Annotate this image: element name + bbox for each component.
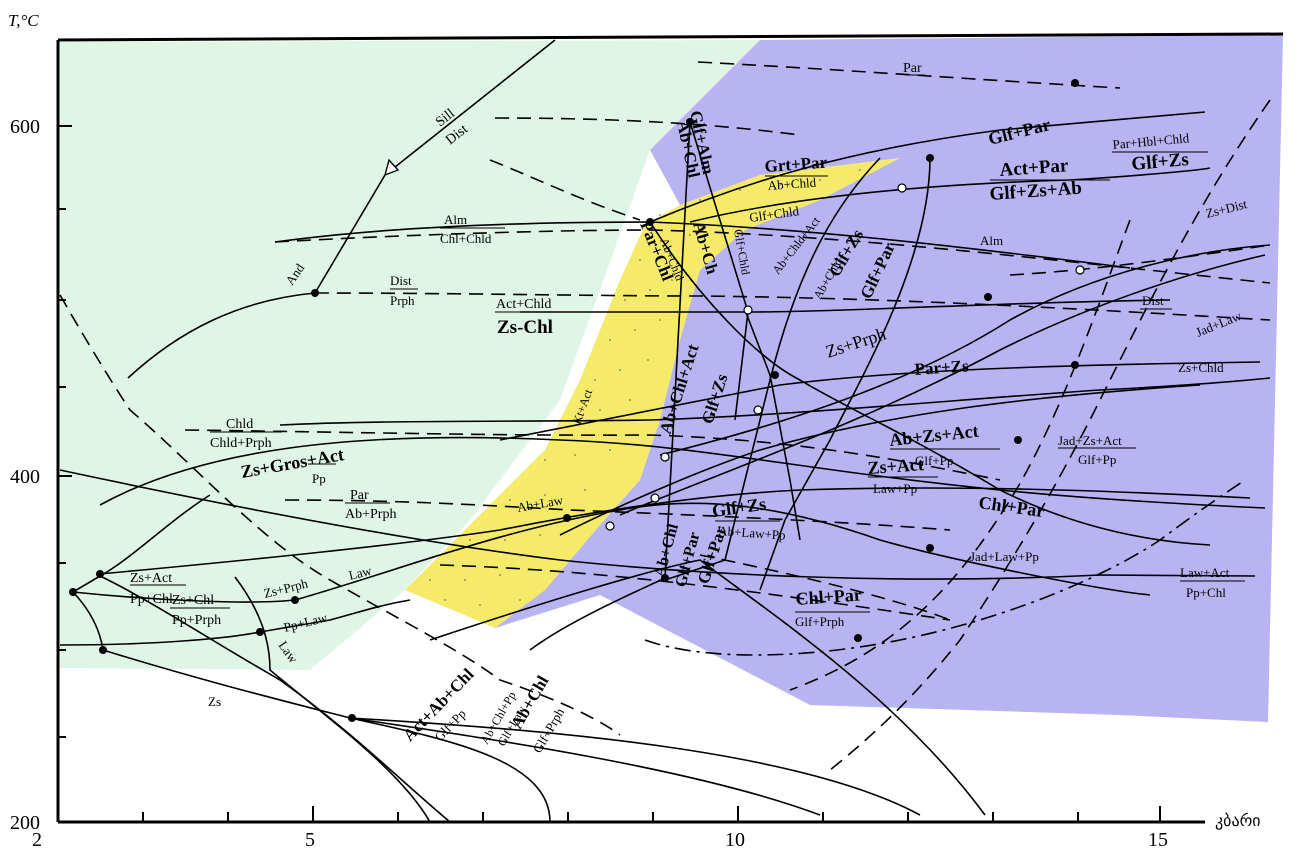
label-chl-par-2: Chl+Par	[795, 584, 862, 609]
label-jad-zs-act: Jad+Zs+Act	[1058, 433, 1122, 448]
stipple	[429, 169, 861, 606]
label-zs-chld: Zs+Chld	[1178, 360, 1224, 375]
label-chl-chld: Chl+Chld	[440, 231, 492, 246]
purple-field	[495, 35, 1283, 722]
label-zs-chl-2: Zs+Chl	[172, 593, 214, 608]
label-glf-pp-1: Glf+Pp	[915, 453, 953, 468]
x-axis-label: კბარი	[1215, 812, 1261, 830]
label-ab-chld: Ab+Chld	[767, 175, 817, 193]
label-ab-law-pp: Ab+Law+Pp	[718, 523, 786, 543]
label-chld-prph: Chld+Prph	[210, 436, 272, 451]
label-zs: Zs	[208, 694, 221, 709]
label-dist-2: Dist	[390, 273, 412, 288]
label-pp-prph: Pp+Prph	[172, 613, 221, 628]
label-jad-law-pp: Jad+Law+Pp	[970, 549, 1039, 564]
x-tick-5: 5	[305, 829, 315, 851]
yellow-field	[405, 158, 900, 628]
invariant-points	[69, 79, 1085, 722]
green-field	[60, 40, 760, 670]
label-zs-act-1: Zs+Act	[867, 454, 925, 478]
label-ab-prph: Ab+Prph	[345, 507, 396, 522]
top-border	[57, 32, 1284, 42]
label-alm-1: Alm	[444, 212, 467, 227]
x-tick-2: 2	[32, 829, 42, 851]
label-law-1: Law	[347, 563, 374, 583]
label-law-pp: Law+Pp	[873, 481, 917, 496]
label-glf-zs-1: Glf+Zs	[1131, 149, 1190, 175]
label-pp-chl-1: Pp+Chl	[130, 592, 173, 607]
label-glf-pp-2: Glf+Pp	[1078, 452, 1116, 467]
dashed-curves	[59, 61, 1271, 771]
label-prph: Prph	[390, 293, 415, 308]
stability-fields	[60, 35, 1283, 722]
label-zs-act-2: Zs+Act	[130, 571, 172, 586]
label-par-hbl-chld: Par+Hbl+Chld	[1112, 130, 1190, 152]
arrow-marker	[383, 158, 400, 177]
label-dist-3: Dist	[1142, 293, 1164, 308]
label-act-chld: Act+Chld	[496, 297, 551, 312]
label-law-act: Law+Act	[1180, 565, 1230, 580]
label-glf-chld: Glf+Chld	[748, 203, 800, 225]
label-zs-chl: Zs-Chl	[497, 317, 553, 338]
fraction-bars	[130, 74, 1245, 613]
label-glf-prph-2: Glf+Prph	[530, 705, 568, 756]
label-act-par: Act+Par	[999, 155, 1070, 181]
label-pp-chl-2: Pp+Chl	[1186, 585, 1226, 600]
label-pp-1: Pp	[312, 471, 326, 486]
x-tick-15: 15	[1148, 829, 1168, 851]
y-tick-200: 200	[10, 812, 40, 834]
label-par-zs: Par+Zs	[914, 356, 970, 379]
label-grt-par: Grt+Par	[764, 153, 828, 176]
label-alm-2: Alm	[980, 233, 1003, 248]
label-par-2: Par	[350, 488, 369, 503]
label-chld: Chld	[226, 417, 253, 432]
label-glf-prph-1: Glf+Prph	[795, 614, 845, 629]
y-tick-600: 600	[10, 116, 40, 138]
phase-labels: Par Glf+Par Par+Hbl+Chld Glf+Zs Act+Par …	[130, 61, 1249, 756]
y-axis-label: T,°C	[8, 11, 39, 30]
axes: T,°C კბარი 600 400 200 2 5 10 15	[8, 11, 1284, 851]
label-par-top: Par	[903, 61, 922, 76]
x-tick-10: 10	[725, 829, 745, 851]
y-tick-400: 400	[10, 466, 40, 488]
x-ticks	[142, 806, 1161, 822]
